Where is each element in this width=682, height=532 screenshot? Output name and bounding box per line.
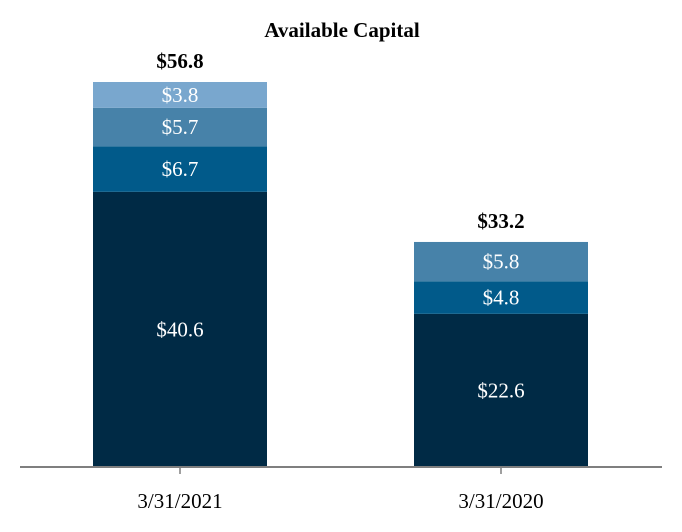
data-label-0-0: $40.6 <box>156 317 203 341</box>
x-axis: 3/31/2021 3/31/2020 <box>20 466 662 513</box>
chart-title: Available Capital <box>264 18 420 42</box>
total-label-1: $33.2 <box>477 209 524 233</box>
data-label-1-0: $22.6 <box>477 378 524 402</box>
x-tick-label-0: 3/31/2021 <box>137 489 222 513</box>
bar-segment-0-0 <box>93 191 267 467</box>
bar-segment-1-1 <box>414 281 588 314</box>
bar-segment-0-2 <box>93 107 267 147</box>
bars-group: $40.6 $6.7 $5.7 $3.8 $56.8 $22.6 $4.8 $5.8 $33.2 <box>93 49 588 467</box>
bar-segment-0-1 <box>93 146 267 192</box>
x-tick-label-1: 3/31/2020 <box>458 489 543 513</box>
data-label-0-2: $5.7 <box>162 115 199 139</box>
bar-segment-0-3 <box>93 82 267 108</box>
data-label-1-2: $5.8 <box>483 250 520 274</box>
data-label-1-1: $4.8 <box>483 286 520 310</box>
total-label-0: $56.8 <box>156 49 203 73</box>
bar-segment-1-2 <box>414 241 588 282</box>
data-label-0-3: $3.8 <box>162 83 199 107</box>
bar-segment-1-0 <box>414 313 588 467</box>
data-label-0-1: $6.7 <box>162 157 199 181</box>
